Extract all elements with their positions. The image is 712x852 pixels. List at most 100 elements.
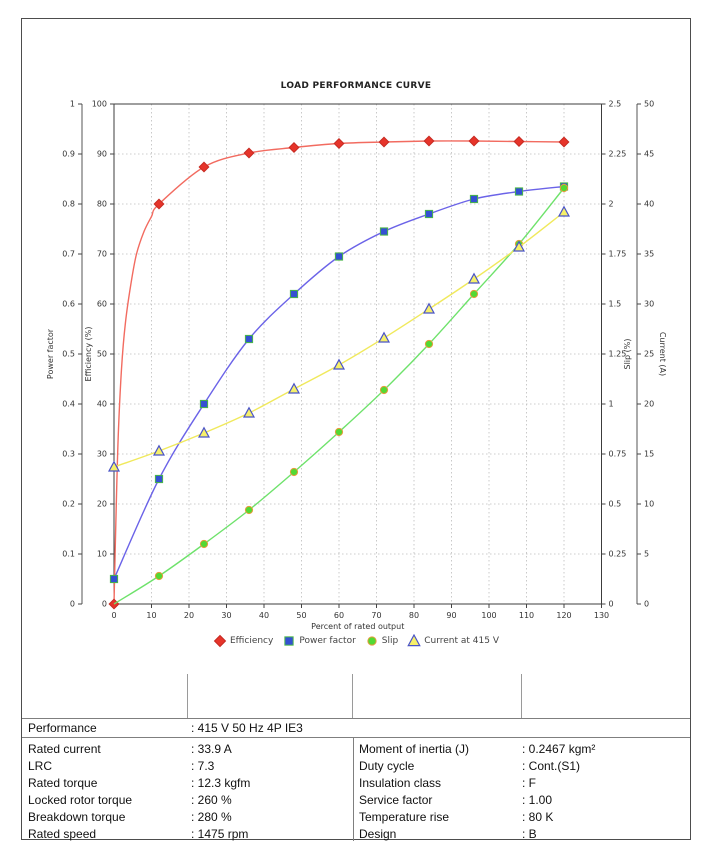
spec-label: Rated torque	[28, 776, 98, 790]
spec-row: Service factor: 1.00	[353, 792, 690, 809]
chart-canvas: 0 10 20 30 40 50 60 70 80 90 100 110 120 130010203040…	[46, 100, 667, 632]
svg-text:0.2: 0.2	[62, 500, 75, 509]
svg-text:120: 120	[556, 611, 571, 620]
square-legend-icon	[284, 636, 294, 646]
spec-row: LRC : 7.3	[22, 758, 353, 775]
spec-row: Rated speed : 1475 rpm	[22, 826, 353, 843]
circle-legend-icon	[367, 636, 377, 646]
svg-text:0.3: 0.3	[62, 450, 75, 459]
power-factor-axis-title: Power factor	[46, 328, 55, 379]
spec-value: : 80 K	[522, 810, 554, 824]
performance-row: Performance : 415 V 50 Hz 4P IE3	[22, 719, 690, 738]
svg-text:30: 30	[644, 300, 654, 309]
spec-value: : B	[522, 827, 537, 841]
series-line-circle	[113, 187, 565, 605]
spec-label: Rated current	[28, 742, 101, 756]
svg-text:0.8: 0.8	[62, 200, 75, 209]
svg-text:0.25: 0.25	[609, 550, 627, 559]
svg-text:2: 2	[609, 200, 614, 209]
spec-label: LRC	[28, 759, 53, 773]
svg-text:0.7: 0.7	[62, 250, 75, 259]
svg-text:0.5: 0.5	[609, 500, 622, 509]
specs-right: Moment of inertia (J) : 0.2467 kgm² Duty c…	[353, 741, 690, 843]
svg-text:20: 20	[97, 500, 107, 509]
spec-label: Duty cycle	[359, 759, 415, 773]
svg-text:80: 80	[97, 200, 107, 209]
svg-text:0.5: 0.5	[62, 350, 75, 359]
empty-row	[22, 674, 690, 719]
load-performance-chart: LOAD PERFORMANCE CURVE 0 10 20 30 40 50 60 70 80…	[22, 19, 690, 674]
spec-label: Insulation class	[359, 776, 442, 790]
chart-title: LOAD PERFORMANCE CURVE	[280, 81, 432, 91]
series-line-square	[113, 185, 565, 580]
datasheet-frame: LOAD PERFORMANCE CURVE 0 10 20 30 40 50 60 70 80…	[21, 18, 691, 843]
svg-text:0.75: 0.75	[609, 450, 627, 459]
spec-value: : 33.9 A	[191, 742, 232, 756]
spec-label: Locked rotor torque	[28, 793, 133, 807]
spec-value: : Cont.(S1)	[522, 759, 581, 773]
svg-text:60: 60	[97, 300, 107, 309]
svg-text:40: 40	[97, 400, 107, 409]
svg-text:50: 50	[296, 611, 306, 620]
legend-label: Efficiency	[229, 636, 274, 646]
svg-text:40: 40	[644, 200, 654, 209]
svg-text:1: 1	[609, 400, 614, 409]
slip-axis-title: Slip (%)	[623, 339, 632, 370]
spec-label: Rated speed	[28, 827, 97, 841]
spec-label: Moment of inertia (J)	[359, 742, 470, 756]
svg-text:90: 90	[97, 150, 107, 159]
svg-text:10: 10	[97, 550, 107, 559]
spec-value: : 260 %	[191, 793, 232, 807]
svg-text:0: 0	[609, 600, 614, 609]
spec-value: : 1475 rpm	[191, 827, 249, 841]
legend-item: Current at 415 V	[407, 634, 499, 648]
svg-text:70: 70	[371, 611, 381, 620]
chart-legend: Efficiency Power factor Slip Current at 415…	[22, 634, 690, 648]
spec-row: Breakdown torque: 280 %	[22, 809, 353, 826]
spec-value: : 0.2467 kgm²	[522, 742, 596, 756]
svg-text:20: 20	[644, 400, 654, 409]
svg-text:0.1: 0.1	[62, 550, 75, 559]
svg-text:0: 0	[644, 600, 649, 609]
legend-label: Power factor	[299, 636, 356, 646]
legend-label: Current at 415 V	[424, 636, 499, 646]
column-divider	[521, 674, 522, 718]
svg-text:0: 0	[111, 611, 116, 620]
svg-text:2.25: 2.25	[609, 150, 627, 159]
legend-item: Power factor	[282, 634, 356, 648]
svg-text:30: 30	[97, 450, 107, 459]
column-divider	[187, 674, 188, 718]
spec-label: Temperature rise	[359, 810, 450, 824]
triangle-legend-icon	[407, 634, 421, 647]
spec-value: : 280 %	[191, 810, 232, 824]
svg-text:5: 5	[644, 550, 649, 559]
efficiency-axis-title: Efficiency (%)	[84, 327, 93, 382]
spec-row: Temperature rise : 80 K	[353, 809, 690, 826]
svg-text:30: 30	[221, 611, 231, 620]
spec-value: : 12.3 kgfm	[191, 776, 251, 790]
specs-divider	[353, 738, 354, 841]
svg-text:60: 60	[334, 611, 344, 620]
svg-text:80: 80	[409, 611, 419, 620]
svg-text:35: 35	[644, 250, 654, 259]
performance-label: Performance	[28, 721, 97, 735]
svg-text:110: 110	[519, 611, 534, 620]
svg-text:20: 20	[184, 611, 194, 620]
spec-value: : 7.3	[191, 759, 215, 773]
svg-text:0.6: 0.6	[62, 300, 75, 309]
svg-text:2.5: 2.5	[609, 100, 622, 109]
spec-row: Design: B	[353, 826, 690, 843]
svg-text:50: 50	[644, 100, 654, 109]
performance-value: : 415 V 50 Hz 4P IE3	[191, 721, 303, 735]
svg-text:10: 10	[146, 611, 156, 620]
svg-text:1.5: 1.5	[609, 300, 622, 309]
svg-text:1: 1	[70, 100, 75, 109]
spec-row: Rated torque : 12.3 kgfm	[22, 775, 353, 792]
svg-text:50: 50	[97, 350, 107, 359]
spec-row: Moment of inertia (J) : 0.2467 kgm²	[353, 741, 690, 758]
svg-text:90: 90	[446, 611, 456, 620]
spec-row: Locked rotor torque : 260 %	[22, 792, 353, 809]
svg-text:70: 70	[97, 250, 107, 259]
legend-item: Slip	[365, 634, 398, 648]
